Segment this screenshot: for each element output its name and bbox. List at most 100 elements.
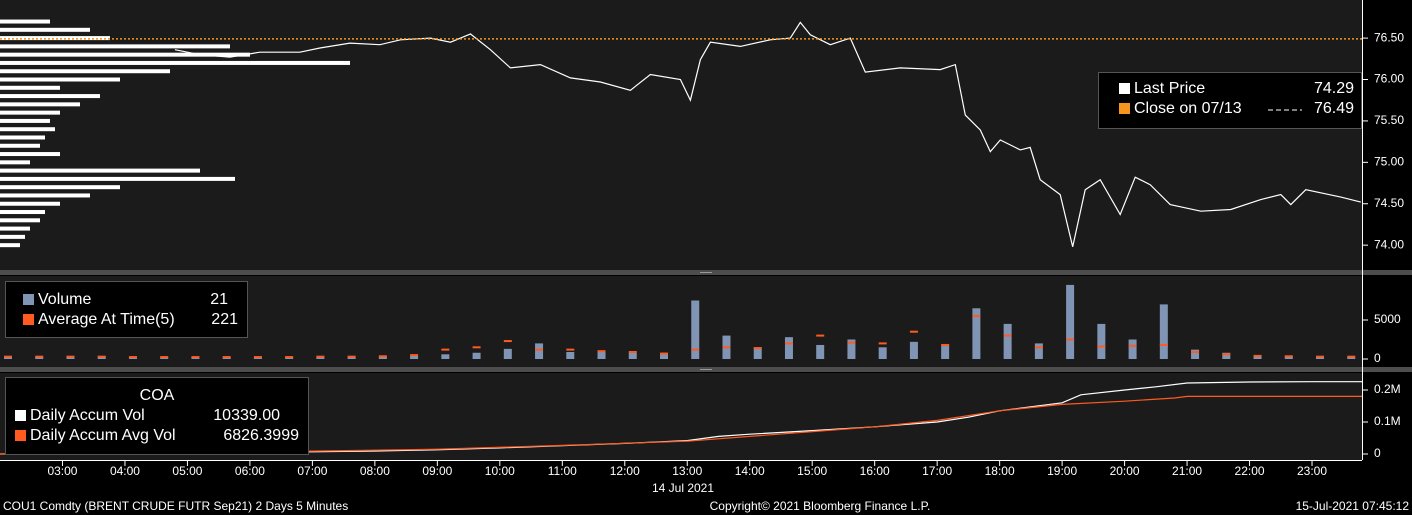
x-tick-label: 23:00	[1297, 464, 1327, 478]
average-dot	[503, 340, 512, 343]
profile-bar	[0, 143, 40, 148]
average-dot	[1066, 338, 1075, 341]
average-dot	[285, 356, 294, 359]
volume-bar	[628, 352, 637, 359]
volume-bar	[316, 356, 325, 359]
average-dot	[1003, 334, 1012, 337]
average-dot	[66, 355, 75, 358]
x-axis-date: 14 Jul 2021	[652, 481, 714, 495]
legend-value: 76.49	[1314, 100, 1354, 117]
y-tick-label: 0.1M	[1374, 414, 1401, 428]
profile-bar	[0, 152, 60, 157]
volume-bar	[1097, 323, 1106, 359]
average-dot	[1191, 350, 1200, 353]
volume-bar	[1284, 355, 1293, 359]
profile-bar	[0, 52, 250, 57]
legend-box	[1098, 72, 1362, 129]
legend-value: 74.29	[1314, 80, 1354, 97]
average-dot	[253, 356, 262, 359]
profile-bar	[0, 94, 100, 99]
legend-label: Volume	[38, 291, 91, 308]
volume-bar	[441, 354, 450, 359]
profile-bar	[0, 168, 200, 173]
x-tick-label: 18:00	[985, 464, 1015, 478]
average-dot	[878, 342, 887, 345]
volume-bar	[753, 347, 762, 359]
footer-center: Copyright© 2021 Bloomberg Finance L.P.	[710, 499, 931, 513]
volume-layer: 5000 0	[4, 284, 1401, 365]
average-dot	[941, 343, 950, 346]
volume-bar	[972, 308, 981, 359]
legend-value: 10339.00	[213, 407, 280, 424]
average-dot	[128, 356, 137, 359]
x-tick-label: 11:00	[548, 464, 577, 478]
average-dot	[691, 348, 700, 351]
volume-bar	[347, 356, 356, 359]
volume-bar	[909, 341, 918, 359]
volume-bar	[816, 344, 825, 359]
profile-bar	[0, 69, 170, 74]
average-dot	[1284, 355, 1293, 358]
legend-label: Daily Accum Vol	[30, 407, 145, 424]
volume-bar	[784, 337, 793, 359]
x-tick-label: 20:00	[1110, 464, 1140, 478]
legend-box	[5, 377, 309, 455]
volume-bar	[410, 355, 419, 359]
legend-label: Close on 07/13	[1134, 100, 1242, 117]
average-dot	[1253, 354, 1262, 357]
average-dot	[847, 341, 856, 344]
x-tick-label: 07:00	[297, 464, 327, 478]
average-dot	[909, 330, 918, 333]
average-dot	[160, 356, 169, 359]
legend-label: Daily Accum Avg Vol	[30, 427, 176, 444]
legend-swatch	[1119, 83, 1130, 94]
profile-bar	[0, 176, 235, 181]
profile-bar	[0, 85, 60, 90]
average-dot	[347, 355, 356, 358]
volume-bar	[566, 351, 575, 359]
x-tick-label: 06:00	[235, 464, 265, 478]
legend-swatch	[23, 294, 34, 305]
y-tick-label: 0.2M	[1374, 382, 1401, 396]
volume-bar	[1128, 339, 1137, 359]
x-tick-label: 10:00	[485, 464, 515, 478]
average-dot	[97, 355, 106, 358]
y-tick-label: 76.00	[1374, 72, 1404, 86]
average-dot	[1222, 353, 1231, 356]
profile-bar	[0, 60, 350, 65]
average-dot	[628, 350, 637, 353]
volume-bar	[1316, 356, 1325, 359]
profile-bar	[0, 201, 60, 206]
profile-bar	[0, 110, 60, 115]
profile-bar	[0, 226, 30, 231]
profile-bar	[0, 218, 40, 223]
x-tick-label: 22:00	[1235, 464, 1265, 478]
average-dot	[784, 342, 793, 345]
x-tick-label: 21:00	[1172, 464, 1202, 478]
x-tick-label: 13:00	[672, 464, 702, 478]
footer-left: COU1 Comdty (BRENT CRUDE FUTR Sep21) 2 D…	[3, 499, 348, 513]
profile-bar	[0, 185, 120, 190]
legend-swatch	[15, 410, 26, 421]
y-tick-label: 0	[1374, 351, 1381, 365]
volume-bar	[1347, 357, 1356, 359]
average-dot	[816, 334, 825, 337]
legend-swatch	[15, 430, 26, 441]
profile-bar	[0, 77, 120, 82]
y-tick-label: 5000	[1374, 312, 1401, 326]
y-tick-label: 75.00	[1374, 155, 1404, 169]
volume-bar	[1159, 304, 1168, 359]
average-dot	[972, 315, 981, 318]
volume-bar	[35, 357, 44, 359]
average-dot	[316, 355, 325, 358]
x-tick-label: 19:00	[1047, 464, 1077, 478]
y-tick-label: 74.50	[1374, 196, 1404, 210]
volume-bar	[660, 353, 669, 359]
x-tick-label: 05:00	[172, 464, 202, 478]
y-tick-label: 76.50	[1374, 30, 1404, 44]
x-tick-label: 09:00	[422, 464, 452, 478]
legend-label: Average At Time(5)	[38, 311, 175, 328]
average-dot	[222, 356, 231, 359]
x-tick-label: 14:00	[735, 464, 765, 478]
